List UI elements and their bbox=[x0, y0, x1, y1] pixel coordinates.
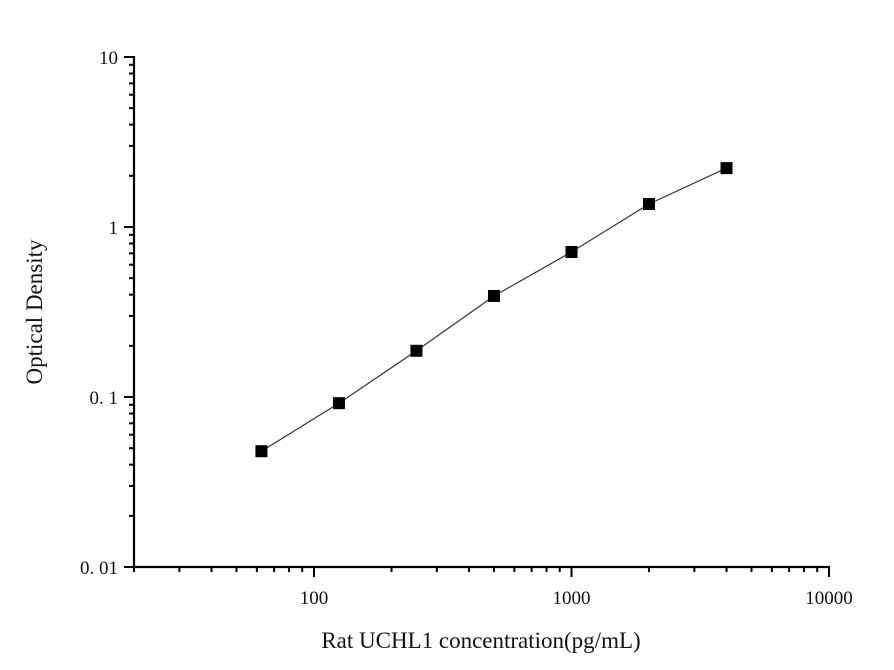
x-tick-label: 10000 bbox=[805, 588, 853, 609]
y-tick-label: 0. 01 bbox=[80, 558, 118, 579]
data-point-marker bbox=[410, 344, 423, 357]
data-markers bbox=[255, 162, 733, 458]
series-line bbox=[261, 167, 727, 452]
data-point-marker bbox=[720, 162, 733, 175]
tick-labels: 0. 01 0. 1 1 10 100 1000 10000 bbox=[80, 48, 853, 609]
curve-line bbox=[261, 167, 727, 452]
axes bbox=[132, 56, 830, 569]
x-tick-label: 100 bbox=[300, 588, 329, 609]
data-point-marker bbox=[255, 445, 268, 458]
data-point-marker bbox=[487, 289, 500, 302]
x-tick-label: 1000 bbox=[552, 588, 590, 609]
y-axis-title: Optical Density bbox=[22, 239, 47, 384]
y-tick-label: 1 bbox=[109, 218, 119, 239]
axis-ticks bbox=[124, 56, 830, 577]
data-point-marker bbox=[332, 397, 345, 410]
x-axis-title: Rat UCHL1 concentration(pg/mL) bbox=[321, 628, 640, 653]
y-tick-label: 10 bbox=[99, 48, 118, 69]
y-tick-label: 0. 1 bbox=[90, 388, 119, 409]
data-point-marker bbox=[643, 197, 656, 210]
data-point-marker bbox=[565, 245, 578, 258]
